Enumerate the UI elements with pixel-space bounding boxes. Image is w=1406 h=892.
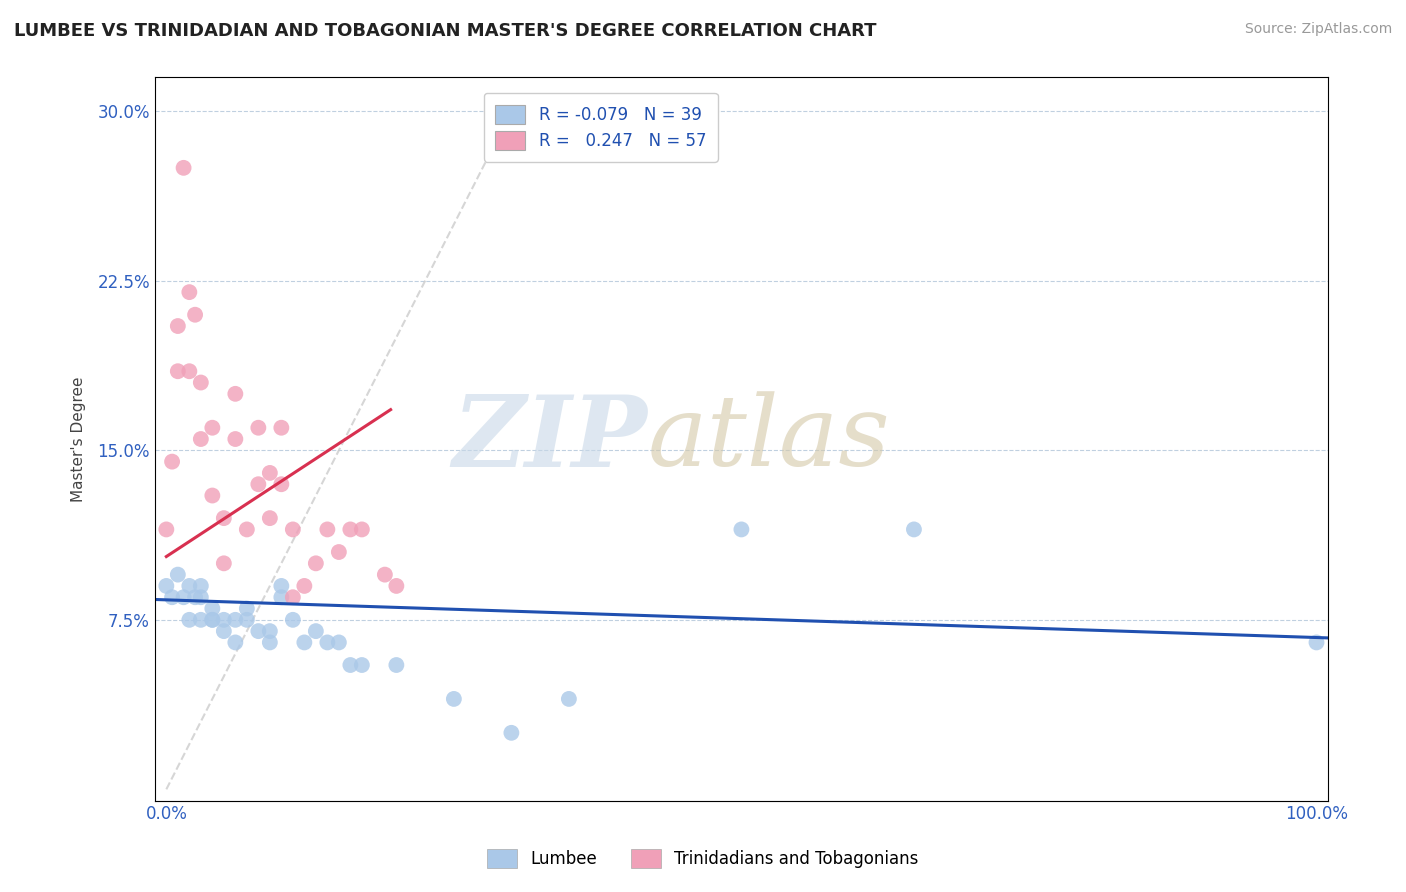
Point bbox=[328, 545, 350, 559]
Point bbox=[236, 601, 259, 615]
Point bbox=[173, 161, 195, 175]
Point bbox=[270, 579, 292, 593]
Point bbox=[155, 579, 177, 593]
Point bbox=[281, 523, 304, 537]
Point bbox=[350, 658, 373, 673]
Point bbox=[190, 613, 212, 627]
Point bbox=[281, 613, 304, 627]
Point bbox=[339, 658, 361, 673]
Point bbox=[201, 613, 224, 627]
Point bbox=[201, 613, 224, 627]
Point bbox=[292, 579, 315, 593]
Point bbox=[179, 613, 201, 627]
Point bbox=[339, 523, 361, 537]
Point bbox=[184, 308, 207, 322]
Legend: R = -0.079   N = 39, R =   0.247   N = 57: R = -0.079 N = 39, R = 0.247 N = 57 bbox=[484, 93, 717, 161]
Point bbox=[173, 591, 195, 605]
Point bbox=[316, 523, 339, 537]
Point bbox=[903, 523, 925, 537]
Point bbox=[224, 432, 246, 446]
Point bbox=[501, 726, 523, 740]
Point bbox=[160, 591, 183, 605]
Point bbox=[236, 613, 259, 627]
Point bbox=[190, 432, 212, 446]
Point bbox=[212, 624, 235, 639]
Point bbox=[224, 387, 246, 401]
Text: atlas: atlas bbox=[648, 392, 890, 487]
Point bbox=[247, 477, 270, 491]
Point bbox=[212, 557, 235, 571]
Point bbox=[270, 591, 292, 605]
Point bbox=[259, 635, 281, 649]
Point bbox=[270, 421, 292, 435]
Point bbox=[443, 692, 465, 706]
Point bbox=[190, 579, 212, 593]
Point bbox=[292, 635, 315, 649]
Point bbox=[1305, 635, 1327, 649]
Y-axis label: Master's Degree: Master's Degree bbox=[72, 376, 86, 502]
Text: LUMBEE VS TRINIDADIAN AND TOBAGONIAN MASTER'S DEGREE CORRELATION CHART: LUMBEE VS TRINIDADIAN AND TOBAGONIAN MAS… bbox=[14, 22, 876, 40]
Point bbox=[247, 421, 270, 435]
Point bbox=[201, 421, 224, 435]
Point bbox=[374, 567, 396, 582]
Point bbox=[155, 523, 177, 537]
Point bbox=[236, 523, 259, 537]
Point bbox=[166, 364, 188, 378]
Point bbox=[166, 567, 188, 582]
Point bbox=[259, 466, 281, 480]
Text: Source: ZipAtlas.com: Source: ZipAtlas.com bbox=[1244, 22, 1392, 37]
Legend: Lumbee, Trinidadians and Tobagonians: Lumbee, Trinidadians and Tobagonians bbox=[481, 842, 925, 875]
Point bbox=[328, 635, 350, 649]
Point bbox=[160, 455, 183, 469]
Point bbox=[212, 511, 235, 525]
Point bbox=[179, 285, 201, 300]
Point bbox=[270, 477, 292, 491]
Point bbox=[212, 613, 235, 627]
Point bbox=[224, 635, 246, 649]
Point bbox=[350, 523, 373, 537]
Point bbox=[166, 319, 188, 334]
Text: ZIP: ZIP bbox=[453, 391, 648, 487]
Point bbox=[259, 511, 281, 525]
Point bbox=[281, 591, 304, 605]
Point bbox=[730, 523, 752, 537]
Point bbox=[224, 613, 246, 627]
Point bbox=[385, 658, 408, 673]
Point bbox=[385, 579, 408, 593]
Point bbox=[201, 601, 224, 615]
Point bbox=[179, 579, 201, 593]
Point bbox=[316, 635, 339, 649]
Point bbox=[247, 624, 270, 639]
Point bbox=[190, 591, 212, 605]
Point bbox=[179, 364, 201, 378]
Point bbox=[184, 591, 207, 605]
Point bbox=[558, 692, 581, 706]
Point bbox=[305, 557, 328, 571]
Point bbox=[201, 489, 224, 503]
Point bbox=[305, 624, 328, 639]
Point bbox=[259, 624, 281, 639]
Point bbox=[190, 376, 212, 390]
